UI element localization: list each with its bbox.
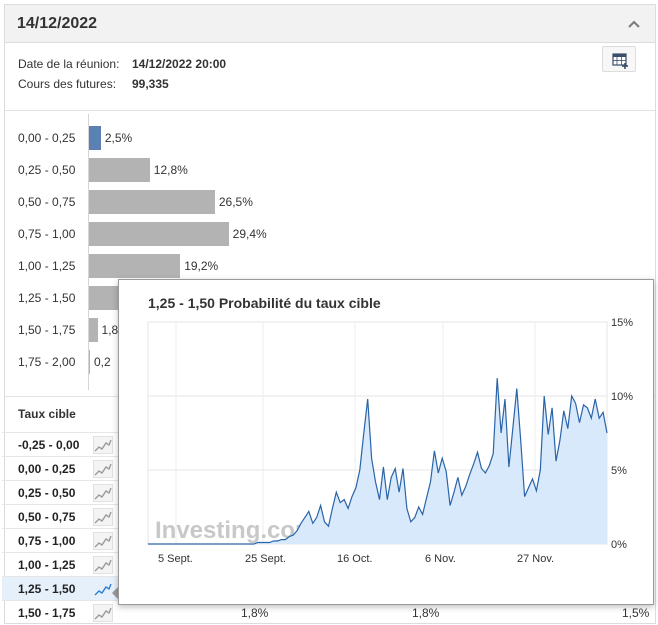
sparkline-chart-icon[interactable] [93,508,113,526]
probability-bar[interactable] [89,350,90,374]
probability-history-chart: 15% 10% 5% 0% 5 Sept. 25 Sept. 16 Oct. 6 Nov. 27… [147,317,633,565]
popup-title: 1,25 - 1,50 Probabilité du taux cible [148,295,381,311]
sparkline-chart-icon[interactable] [93,436,113,454]
futures-price-value: 99,335 [132,77,169,91]
rate-range-label: 0,25 - 0,50 [18,163,76,177]
probability-bar[interactable] [89,190,215,214]
target-rate-label: -0,25 - 0,00 [18,438,80,452]
x-tick-label: 25 Sept. [245,553,286,565]
series-line [148,378,608,545]
probability-value: 0,2 [94,355,111,369]
distribution-row: 0,50 - 0,75 26,5% [0,190,652,214]
panel-header[interactable]: 14/12/2022 [5,5,655,43]
rate-range-label: 1,00 - 1,25 [18,259,76,273]
probability-value: 2,5% [104,131,133,145]
series-area [148,378,607,544]
sparkline-chart-icon[interactable] [93,460,113,478]
x-tick-label: 6 Nov. [425,553,456,565]
target-rate-label: 0,50 - 0,75 [18,510,76,524]
x-tick-label: 5 Sept. [158,553,193,565]
probability-value: 29,4% [232,227,267,241]
calendar-add-icon [612,53,628,69]
y-tick-label: 0% [611,539,627,551]
probability-value: 12,8% [153,163,188,177]
sparkline-chart-icon[interactable] [93,604,113,622]
popup-pointer [112,586,119,600]
target-rate-label: 1,50 - 1,75 [18,606,76,620]
probability-bar[interactable] [89,318,98,342]
rate-range-label: 0,50 - 0,75 [18,195,76,209]
target-rate-label: 0,75 - 1,00 [18,534,76,548]
rate-range-label: 0,00 - 0,25 [18,131,76,145]
sparkline-chart-icon[interactable] [93,580,113,598]
distribution-row: 1,00 - 1,25 19,2% [0,254,652,278]
x-tick-label: 27 Nov. [517,553,554,565]
sparkline-chart-icon[interactable] [93,484,113,502]
target-rate-label: 0,25 - 0,50 [18,486,76,500]
probability-bar[interactable] [89,222,229,246]
y-tick-label: 5% [611,465,627,477]
target-rate-label: 1,25 - 1,50 [18,582,76,596]
distribution-row: 0,00 - 0,25 2,5% [0,126,652,150]
probability-value: 1,8 [101,323,119,337]
probability-cell: 1,8% [241,606,269,620]
target-rate-label: 1,00 - 1,25 [18,558,76,572]
probability-bar[interactable] [89,126,101,150]
y-tick-label: 10% [611,391,633,403]
sparkline-chart-icon[interactable] [93,556,113,574]
meeting-date-label: Date de la réunion: [18,57,120,71]
target-rate-label: 0,00 - 0,25 [18,462,76,476]
probability-value: 26,5% [218,195,253,209]
history-popup: 1,25 - 1,50 Probabilité du taux cible 15… [118,279,654,605]
probability-bar[interactable] [89,254,181,278]
divider [5,110,655,111]
target-rate-header: Taux cible [18,407,76,421]
distribution-row: 0,75 - 1,00 29,4% [0,222,652,246]
chevron-up-icon[interactable] [623,13,645,35]
distribution-row: 0,25 - 0,50 12,8% [0,158,652,182]
probability-cell: 1,8% [412,606,440,620]
sparkline-chart-icon[interactable] [93,532,113,550]
futures-price-label: Cours des futures: [18,77,117,91]
bar-axis-line [88,114,89,390]
x-tick-label: 16 Oct. [337,553,372,565]
y-tick-label: 15% [611,317,633,329]
probability-value: 19,2% [184,259,219,273]
rate-range-label: 1,25 - 1,50 [18,291,76,305]
meeting-meta: Date de la réunion: 14/12/2022 20:00 Cou… [18,54,226,94]
rate-range-label: 1,50 - 1,75 [18,323,76,337]
add-to-calendar-button[interactable] [602,46,636,72]
meeting-date-title: 14/12/2022 [17,15,98,32]
distribution-row: 1,75 - 2,00 0,2 [0,350,652,374]
distribution-row: 1,50 - 1,75 1,8 [0,318,652,342]
rate-range-label: 0,75 - 1,00 [18,227,76,241]
probability-bar[interactable] [89,158,150,182]
rate-range-label: 1,75 - 2,00 [18,355,76,369]
probability-cell: 1,5% [622,606,650,620]
meeting-date-value: 14/12/2022 20:00 [132,57,227,71]
